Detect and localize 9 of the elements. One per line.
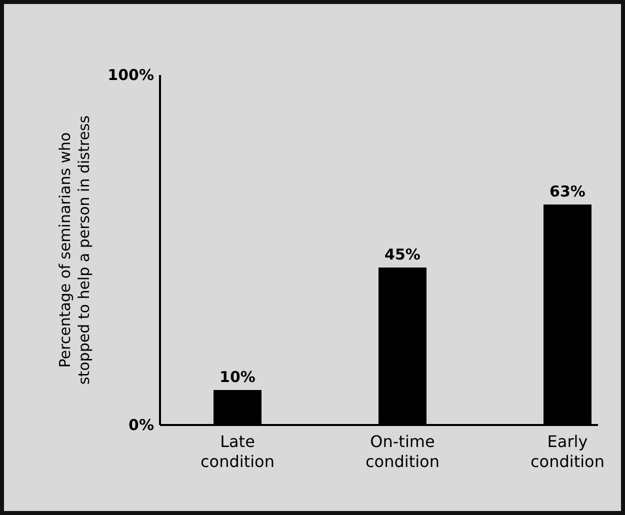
x-tick-label: On-time condition [366,432,440,471]
y-tick-label: 100% [108,66,154,84]
data-label: 10% [220,368,256,386]
x-tick-label: Early condition [530,432,604,471]
data-label: 63% [550,182,586,200]
data-label: 45% [384,246,420,264]
x-tick-label: Late condition [200,432,274,471]
y-axis-title: Percentage of seminarians who stopped to help a person in distress [56,115,93,385]
y-tick-label: 0% [128,416,154,434]
